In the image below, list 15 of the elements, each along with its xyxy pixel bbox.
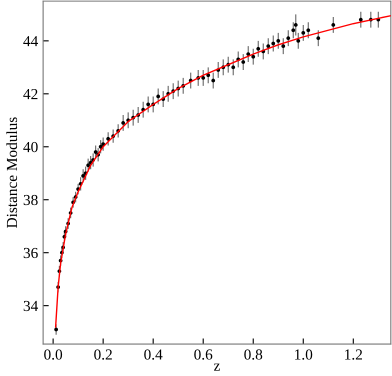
y-tick-label: 34: [24, 300, 38, 312]
x-tick-label: 0.2: [94, 349, 112, 360]
x-axis-title: z: [214, 364, 220, 371]
y-tick-label: 44: [23, 36, 38, 46]
y-axis-title: Distance Modulus: [6, 117, 18, 228]
y-tick-label: 38: [24, 194, 38, 206]
x-tick-label: 1.0: [295, 349, 312, 360]
y-tick-label: 36: [24, 248, 38, 258]
x-tick-label: 0.6: [194, 349, 212, 360]
y-tick-label: 42: [23, 88, 38, 100]
x-tick-label: 1.2: [345, 349, 362, 360]
y-tick-label: 40: [23, 142, 38, 152]
x-tick-label: 0.8: [244, 349, 262, 360]
x-tick-label: 0.4: [144, 349, 162, 360]
x-tick-label: 0.0: [44, 349, 62, 360]
